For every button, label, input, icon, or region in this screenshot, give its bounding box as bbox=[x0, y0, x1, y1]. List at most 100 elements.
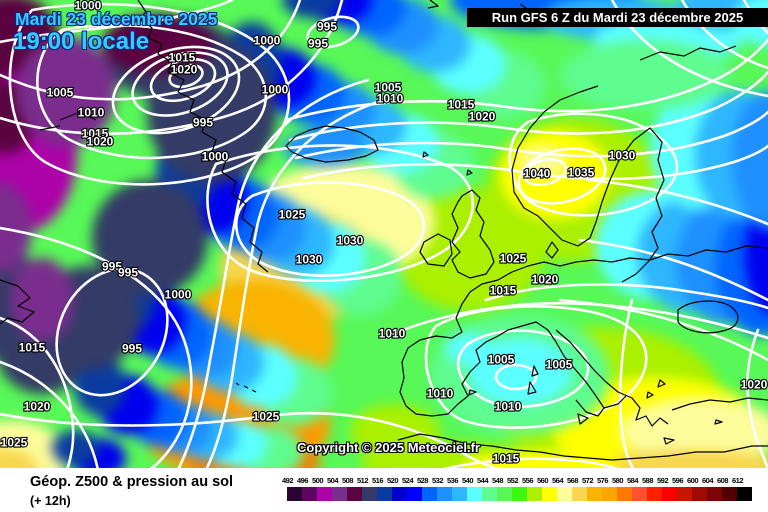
isobar-label: 1035 bbox=[568, 166, 595, 180]
isobar-label: 1005 bbox=[375, 81, 402, 95]
copyright-label: Copyright © 2025 Meteociel.fr bbox=[297, 440, 480, 455]
legend-value: 588 bbox=[641, 476, 654, 485]
legend-value: 564 bbox=[551, 476, 564, 485]
legend-swatch bbox=[542, 487, 557, 501]
legend-value: 532 bbox=[431, 476, 444, 485]
legend-swatch bbox=[737, 487, 752, 501]
isobar-label: 1015 bbox=[448, 98, 475, 112]
legend-swatch bbox=[302, 487, 317, 501]
legend-swatch bbox=[437, 487, 452, 501]
legend-value: 516 bbox=[371, 476, 384, 485]
legend-value: 580 bbox=[611, 476, 624, 485]
isobar-label: 1010 bbox=[379, 327, 406, 341]
legend-value: 512 bbox=[356, 476, 369, 485]
legend-swatch bbox=[287, 487, 302, 501]
legend-value: 556 bbox=[521, 476, 534, 485]
legend-swatch bbox=[662, 487, 677, 501]
legend-swatch bbox=[707, 487, 722, 501]
isobar-label: 1020 bbox=[469, 110, 496, 124]
legend-swatch bbox=[602, 487, 617, 501]
legend-value: 592 bbox=[656, 476, 669, 485]
isobar-label: 1030 bbox=[609, 149, 636, 163]
isobar-label: 1015 bbox=[493, 452, 520, 466]
legend-swatch bbox=[347, 487, 362, 501]
isobar-label: 1000 bbox=[75, 0, 102, 13]
legend-value: 540 bbox=[461, 476, 474, 485]
legend-value: 600 bbox=[686, 476, 699, 485]
map-title: Géop. Z500 & pression au sol bbox=[30, 474, 234, 490]
time-label: 19:00 locale bbox=[13, 28, 150, 55]
legend-swatch bbox=[377, 487, 392, 501]
legend-value: 568 bbox=[566, 476, 579, 485]
legend-value: 572 bbox=[581, 476, 594, 485]
isobar-labels: 1000995995100010151020100510101015102099… bbox=[0, 0, 768, 467]
isobar-label: 1010 bbox=[495, 400, 522, 414]
legend-swatch bbox=[392, 487, 407, 501]
isobar-label: 995 bbox=[122, 342, 142, 356]
legend-swatch bbox=[332, 487, 347, 501]
color-scale-values: 492 496 500 504 508 512 516 520 524 528 532 536 540 5… bbox=[280, 476, 745, 486]
legend-value: 520 bbox=[386, 476, 399, 485]
legend-swatch bbox=[512, 487, 527, 501]
legend-swatch bbox=[467, 487, 482, 501]
legend-value: 560 bbox=[536, 476, 549, 485]
isobar-label: 1010 bbox=[427, 387, 454, 401]
isobar-label: 1020 bbox=[24, 400, 51, 414]
z500-pressure-map: 1000995995100010151020100510101015102099… bbox=[0, 0, 768, 468]
isobar-label: 1010 bbox=[78, 106, 105, 120]
legend-value: 548 bbox=[491, 476, 504, 485]
isobar-label: 1005 bbox=[546, 358, 573, 372]
isobar-label: 1015 bbox=[490, 284, 517, 298]
isobar-label: 1000 bbox=[254, 34, 281, 48]
isobar-label: 995 bbox=[102, 260, 122, 274]
legend-value: 524 bbox=[401, 476, 414, 485]
isobar-label: 1010 bbox=[377, 92, 404, 106]
legend-value: 504 bbox=[326, 476, 339, 485]
legend-swatch bbox=[587, 487, 602, 501]
isobar-label: 995 bbox=[193, 116, 213, 130]
isobar-label: 1025 bbox=[500, 252, 527, 266]
isobar-label: 1005 bbox=[488, 353, 515, 367]
legend-value: 528 bbox=[416, 476, 429, 485]
legend-value: 584 bbox=[626, 476, 639, 485]
isobar-label: 1020 bbox=[87, 135, 114, 149]
legend-value: 544 bbox=[476, 476, 489, 485]
isobar-label: 1000 bbox=[262, 83, 289, 97]
isobars bbox=[0, 0, 768, 468]
isobar-label: 1020 bbox=[171, 63, 198, 77]
isobar-label: 1000 bbox=[202, 150, 229, 164]
color-scale-swatches bbox=[287, 487, 752, 501]
legend-value: 536 bbox=[446, 476, 459, 485]
legend-swatch bbox=[572, 487, 587, 501]
run-label: Run GFS 6 Z du Mardi 23 décembre 2025 bbox=[491, 10, 744, 25]
isobar-label: 1030 bbox=[296, 253, 323, 267]
isobar-label: 995 bbox=[118, 266, 138, 280]
isobar-label: 1020 bbox=[532, 273, 559, 287]
legend-swatch bbox=[722, 487, 737, 501]
legend-swatch bbox=[452, 487, 467, 501]
run-info-box: Run GFS 6 Z du Mardi 23 décembre 2025 bbox=[467, 8, 768, 27]
legend-swatch bbox=[362, 487, 377, 501]
legend-bar: Géop. Z500 & pression au sol (+ 12h) 492… bbox=[0, 468, 768, 512]
legend-value: 508 bbox=[341, 476, 354, 485]
isobar-label: 1025 bbox=[279, 208, 306, 222]
isobar-label: 1025 bbox=[1, 436, 28, 450]
isobar-label: 1040 bbox=[524, 167, 551, 181]
legend-value: 492 bbox=[281, 476, 294, 485]
isobar-label: 995 bbox=[308, 37, 328, 51]
forecast-offset: (+ 12h) bbox=[30, 494, 71, 508]
color-scale: 492 496 500 504 508 512 516 520 524 528 532 536 540 5… bbox=[282, 476, 752, 501]
legend-swatch bbox=[527, 487, 542, 501]
isobar-label: 995 bbox=[317, 20, 337, 34]
legend-value: 500 bbox=[311, 476, 324, 485]
isobar-label: 1005 bbox=[47, 86, 74, 100]
legend-swatch bbox=[482, 487, 497, 501]
coastlines bbox=[0, 0, 768, 461]
legend-swatch bbox=[497, 487, 512, 501]
isobar-label: 1030 bbox=[337, 234, 364, 248]
isobar-label: 1015 bbox=[169, 51, 196, 65]
isobar-label: 1015 bbox=[82, 127, 109, 141]
legend-value: 604 bbox=[701, 476, 714, 485]
legend-value: 612 bbox=[731, 476, 744, 485]
isobar-label: 1025 bbox=[253, 410, 280, 424]
